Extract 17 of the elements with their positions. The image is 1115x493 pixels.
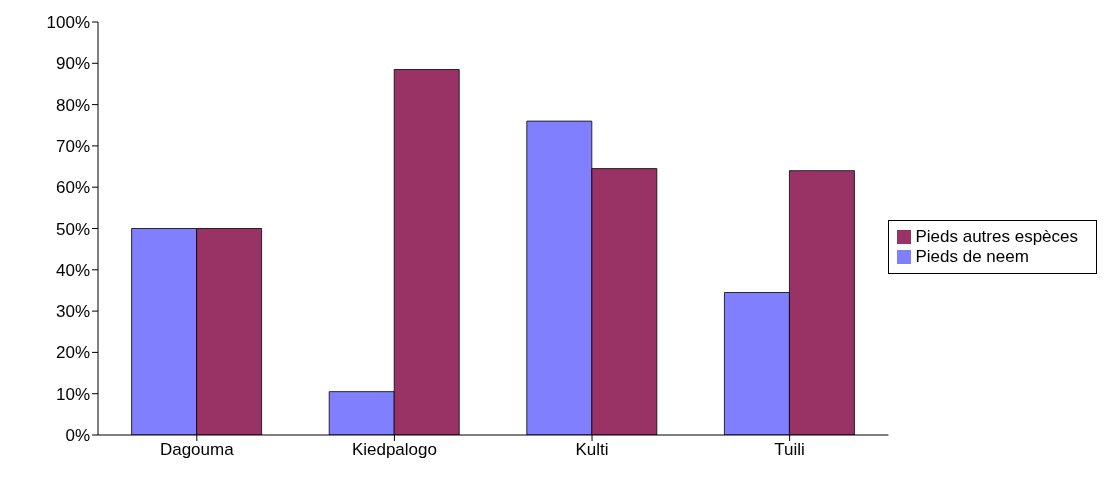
legend-label: Pieds autres espèces [915, 226, 1078, 246]
y-tick-label: 80% [55, 95, 90, 115]
y-tick-label: 20% [55, 343, 90, 363]
y-tick-label: 60% [55, 178, 90, 198]
y-tick-label: 90% [55, 54, 90, 74]
y-tick-label: 30% [55, 302, 90, 322]
x-tick-label: Kiedpalogo [351, 440, 437, 460]
x-tick-label: Dagouma [159, 440, 235, 460]
y-tick-label: 100% [46, 13, 90, 33]
legend-label: Pieds de neem [915, 246, 1029, 266]
y-tick-label: 0% [65, 426, 90, 446]
x-tick-label: Kulti [575, 440, 609, 460]
y-tick-label: 50% [55, 219, 90, 239]
y-tick-label: 40% [55, 260, 90, 280]
y-tick-label: 10% [55, 384, 90, 404]
x-tick-label: Tuili [774, 440, 805, 460]
y-tick-label: 70% [55, 136, 90, 156]
